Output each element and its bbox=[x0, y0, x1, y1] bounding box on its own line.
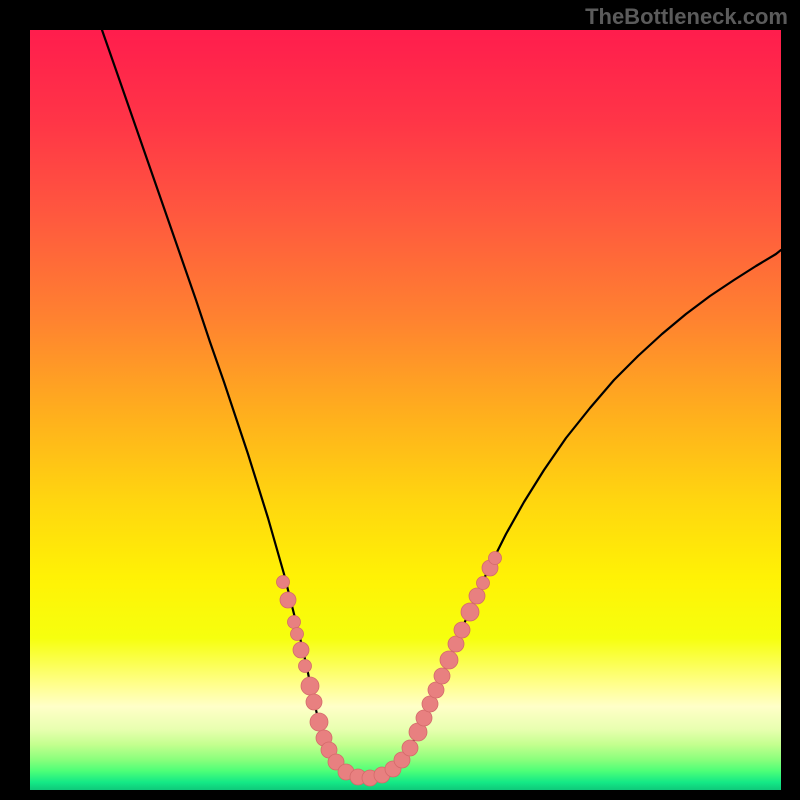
data-marker bbox=[454, 622, 470, 638]
data-marker bbox=[291, 628, 304, 641]
data-marker bbox=[280, 592, 296, 608]
data-marker bbox=[448, 636, 464, 652]
data-marker bbox=[301, 677, 319, 695]
data-marker bbox=[440, 651, 458, 669]
data-marker bbox=[416, 710, 432, 726]
data-marker bbox=[428, 682, 444, 698]
plot-area bbox=[30, 30, 781, 790]
data-marker bbox=[461, 603, 479, 621]
data-marker bbox=[288, 616, 301, 629]
watermark-text: TheBottleneck.com bbox=[585, 4, 788, 30]
data-marker bbox=[402, 740, 418, 756]
data-marker bbox=[277, 576, 290, 589]
markers-layer bbox=[30, 30, 781, 790]
data-marker bbox=[469, 588, 485, 604]
data-marker bbox=[422, 696, 438, 712]
data-marker bbox=[489, 552, 502, 565]
data-marker bbox=[306, 694, 322, 710]
data-marker bbox=[434, 668, 450, 684]
data-marker bbox=[299, 660, 312, 673]
data-marker bbox=[293, 642, 309, 658]
data-marker bbox=[310, 713, 328, 731]
data-marker bbox=[477, 577, 490, 590]
